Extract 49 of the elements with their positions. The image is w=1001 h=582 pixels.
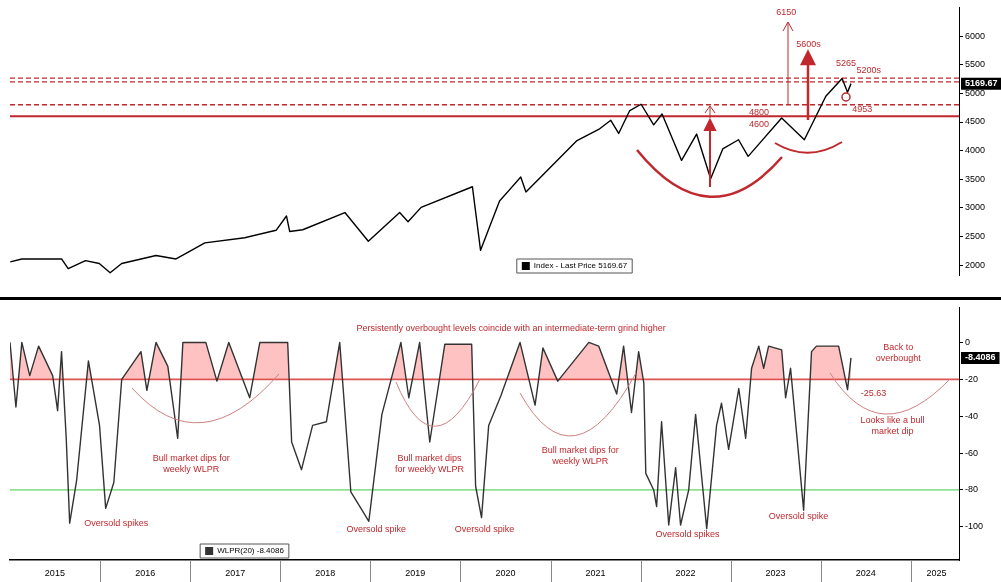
annotation: Oversold spikes bbox=[655, 529, 721, 540]
x-tick-label: 2024 bbox=[855, 567, 876, 578]
annotation: Oversold spikes bbox=[84, 517, 149, 528]
x-tick-label: 2018 bbox=[315, 567, 336, 578]
text: 5169.67 bbox=[965, 78, 998, 89]
legend-label: WLPR(20) -8.4086 bbox=[217, 546, 285, 556]
y-tick-label: 2500 bbox=[965, 231, 986, 242]
y-tick-label: -80 bbox=[965, 484, 979, 495]
y-tick-label: 3500 bbox=[965, 173, 986, 184]
ref-line-label: 4600 bbox=[748, 118, 770, 129]
annotation: Back to overbought bbox=[875, 341, 922, 363]
x-tick-label: 2022 bbox=[675, 567, 696, 578]
y-tick-label: 3000 bbox=[965, 202, 986, 213]
x-tick-label: 2025 bbox=[926, 567, 947, 578]
y-tick-label: 6000 bbox=[965, 30, 986, 41]
x-tick-label: 2019 bbox=[405, 567, 426, 578]
annotation: 5265 bbox=[836, 57, 857, 68]
y-tick-label: 4500 bbox=[965, 116, 986, 127]
annotation: Bull market dips for weekly WLPR bbox=[394, 453, 465, 474]
annotation: Oversold spike bbox=[768, 510, 829, 521]
annotation: Oversold spike bbox=[346, 524, 407, 535]
y-tick-label: 5000 bbox=[965, 87, 986, 98]
annotation: Persistently overbought levels coincide with an intermediate-term grind higher bbox=[356, 323, 666, 334]
x-tick-label: 2017 bbox=[225, 567, 246, 578]
ref-line-label: 4800 bbox=[748, 107, 770, 118]
x-tick-label: 2023 bbox=[765, 567, 786, 578]
x-tick-label: 2021 bbox=[585, 567, 606, 578]
annotation: 5600s bbox=[796, 38, 822, 49]
y-tick-label: -60 bbox=[965, 447, 979, 458]
y-tick-label: 5500 bbox=[965, 59, 986, 70]
annotation: Looks like a bull market dip bbox=[860, 415, 925, 437]
y-tick-label: 0 bbox=[965, 336, 971, 347]
annotation: 5200s bbox=[856, 65, 882, 76]
y-tick-label: 4000 bbox=[965, 145, 986, 156]
annotation: 6150 bbox=[776, 7, 797, 18]
y-tick-label: -100 bbox=[965, 521, 984, 532]
annotation: -25.63 bbox=[860, 388, 887, 399]
y-tick-label: 2000 bbox=[965, 259, 986, 270]
annotation: Bull market dips for weekly WLPR bbox=[152, 453, 230, 474]
x-tick-label: 2016 bbox=[135, 567, 156, 578]
x-tick-label: 2020 bbox=[495, 567, 516, 578]
annotation: Bull market dips for weekly WLPR bbox=[541, 445, 619, 467]
y-tick-label: -40 bbox=[965, 410, 979, 421]
legend-label: Index - Last Price 5169.67 bbox=[533, 261, 628, 271]
text: -8.4086 bbox=[965, 352, 996, 363]
x-tick-label: 2015 bbox=[44, 567, 65, 578]
y-tick-label: -20 bbox=[965, 373, 979, 384]
annotation: 4953 bbox=[852, 103, 873, 114]
annotation: Oversold spike bbox=[454, 524, 515, 535]
